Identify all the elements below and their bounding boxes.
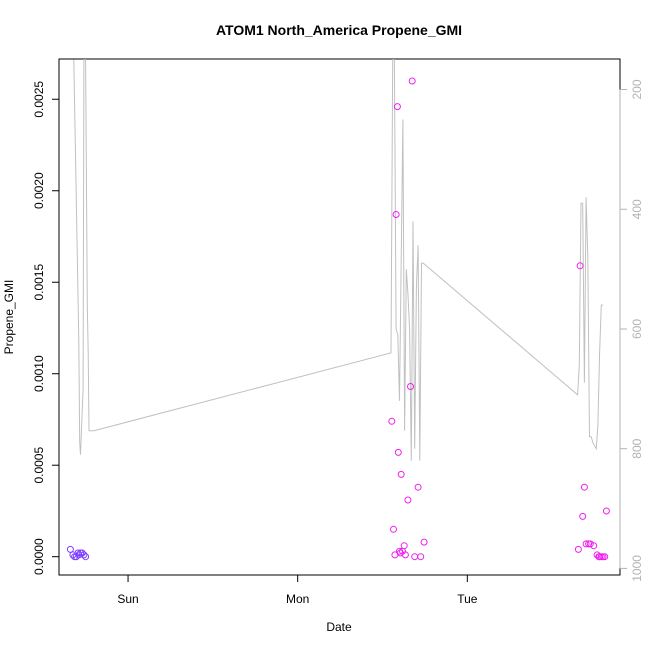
data-point <box>82 553 90 561</box>
data-point <box>393 103 401 111</box>
data-point <box>420 538 428 546</box>
x-tick-label: Mon <box>286 592 309 606</box>
data-point <box>80 551 88 559</box>
data-point <box>576 262 584 270</box>
data-point <box>388 417 396 425</box>
data-point <box>580 483 588 491</box>
y-axis: 0.0000 0.0005 0.0010 0.0015 0.0020 0.0025 <box>32 81 60 575</box>
y-tick-label: 0.0010 <box>32 355 46 392</box>
y2-axis: 200 400 600 800 1000 <box>619 79 644 582</box>
x-tick-label: Tue <box>457 592 478 606</box>
y-tick-label: 0.0020 <box>32 172 46 209</box>
chart-title: ATOM1 North_America Propene_GMI <box>216 22 462 38</box>
x-axis-label: Date <box>326 620 352 634</box>
data-point <box>414 483 422 491</box>
data-point <box>390 525 397 533</box>
x-axis: Sun Mon Tue <box>117 574 478 606</box>
y2-tick-label: 800 <box>630 438 644 458</box>
y-tick-label: 0.0015 <box>32 264 46 301</box>
data-point <box>579 512 587 520</box>
data-points-layer <box>66 77 610 561</box>
y2-tick-label: 1000 <box>630 555 644 582</box>
data-point <box>394 448 402 456</box>
y-tick-label: 0.0005 <box>32 447 46 484</box>
y2-tick-label: 600 <box>630 319 644 339</box>
data-point <box>602 507 610 515</box>
y-tick-label: 0.0000 <box>32 538 46 575</box>
data-point <box>397 470 405 478</box>
plot-frame <box>58 58 621 576</box>
data-point <box>411 553 419 561</box>
data-point <box>574 545 582 553</box>
pressure-line-layer <box>73 59 603 461</box>
data-point <box>582 540 590 548</box>
y-axis-label: Propene_GMI <box>2 280 16 355</box>
data-point <box>66 545 74 553</box>
data-point <box>400 542 408 550</box>
x-tick-label: Sun <box>117 592 138 606</box>
y2-tick-label: 400 <box>630 199 644 219</box>
data-point <box>407 383 414 390</box>
data-point <box>417 553 425 561</box>
y-tick-label: 0.0025 <box>32 81 46 118</box>
data-point <box>392 211 400 218</box>
data-point <box>586 540 594 548</box>
y2-tick-label: 200 <box>630 79 644 99</box>
data-point <box>601 553 609 561</box>
data-point <box>408 77 416 85</box>
data-point <box>404 496 412 504</box>
data-point <box>401 551 409 559</box>
data-point <box>590 542 598 550</box>
pressure-line <box>73 59 603 461</box>
data-point <box>75 551 83 559</box>
